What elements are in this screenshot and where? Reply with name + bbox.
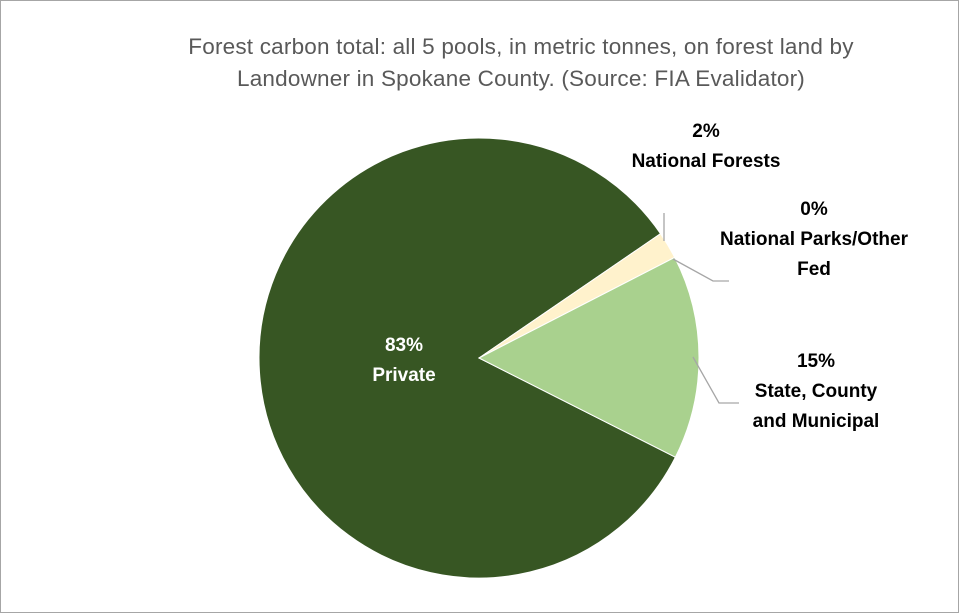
leader-line <box>692 356 739 404</box>
data-label: 2% National Forests <box>626 117 786 177</box>
value-label: 83% <box>384 335 424 356</box>
value-label: 2% <box>692 121 720 142</box>
category-label: Private <box>372 365 436 386</box>
data-label: 15% State, County and Municipal <box>736 347 896 437</box>
value-label: 15% <box>796 351 836 372</box>
data-label: 83% Private <box>324 331 484 391</box>
pie-slice <box>477 256 700 458</box>
category-label: National Parks/Other Fed <box>720 229 908 280</box>
leader-line <box>672 258 729 282</box>
category-label: State, County and Municipal <box>752 381 880 432</box>
chart-title: Forest carbon total: all 5 pools, in met… <box>188 34 854 91</box>
pie-slice <box>258 137 677 579</box>
data-label: 0% National Parks/Other Fed <box>719 195 909 285</box>
category-label: National Forests <box>631 151 781 172</box>
value-label: 0% <box>800 199 828 220</box>
